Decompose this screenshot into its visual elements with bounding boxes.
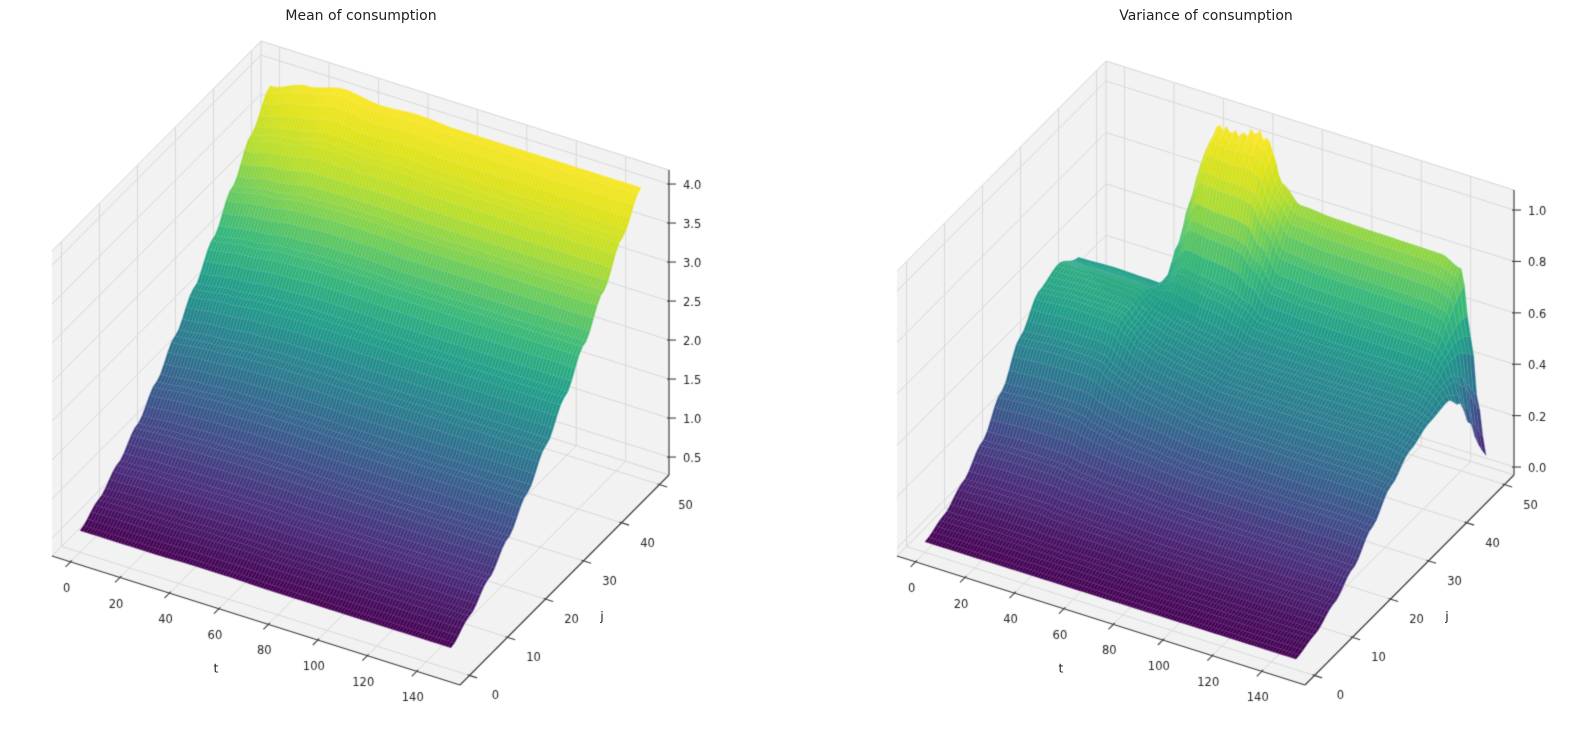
- left-plot-xaxis-label: t: [213, 660, 219, 676]
- left-plot-title: Mean of consumption: [285, 8, 437, 24]
- right-plot-xaxis-label: t: [1058, 660, 1064, 676]
- right-plot-yaxis-label: j: [1445, 608, 1449, 624]
- right-plot-title: Variance of consumption: [1119, 8, 1293, 24]
- left-plot-yaxis-label: j: [600, 608, 604, 624]
